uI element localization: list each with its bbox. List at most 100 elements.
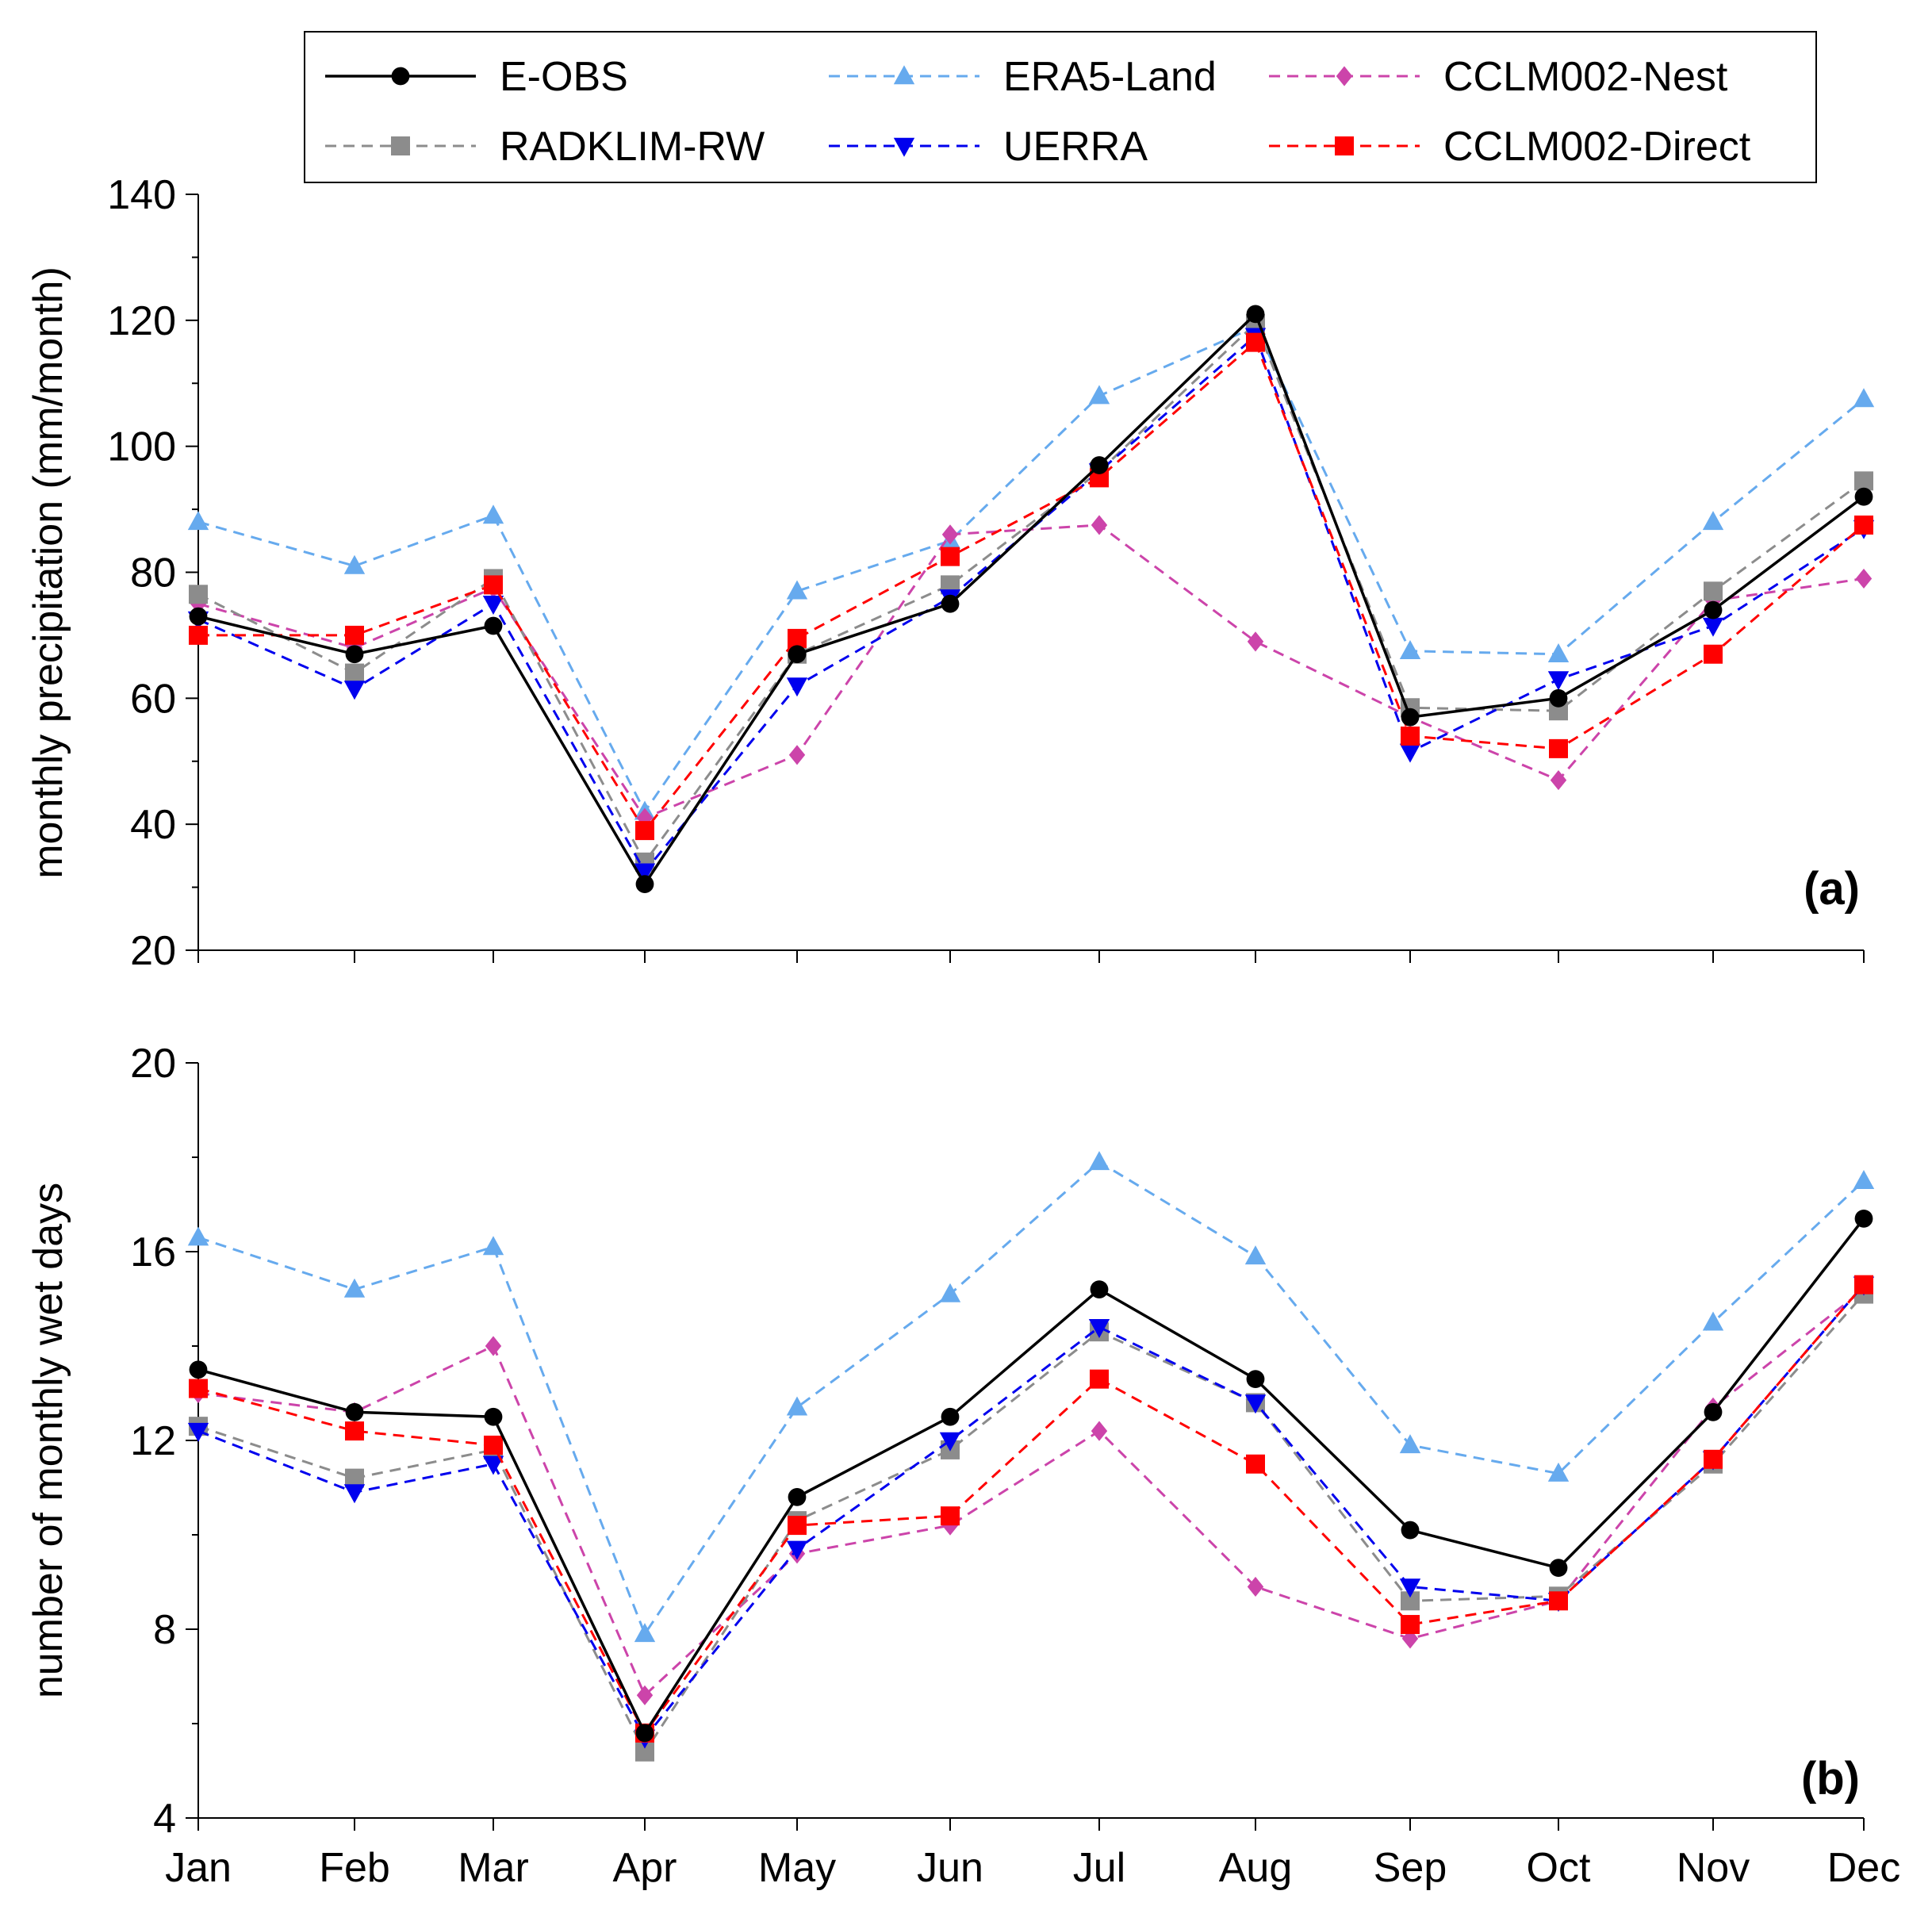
month-label-jun: Jun	[917, 1845, 983, 1891]
panel-a-point-cclm002-direct-may	[788, 628, 807, 648]
legend-marker-era5-land	[893, 65, 915, 85]
panel-b-tag: (b)	[1801, 1753, 1860, 1805]
panel-b-ytick-label: 4	[153, 1796, 176, 1842]
panel-a-point-era5-land-dec	[1853, 388, 1875, 408]
month-labels: Jan Feb Mar Apr May Jun Jul Aug Sep Oct Nov Dec	[165, 1845, 1900, 1891]
panel-a-point-era5-land-jul	[1088, 385, 1110, 405]
panel-b-ytick-label: 12	[130, 1418, 176, 1464]
legend-marker-radklim-rw	[391, 136, 410, 155]
panel-a-point-uerra-feb	[343, 681, 366, 700]
legend-entry-cclm002-direct: CCLM002-Direct	[1269, 124, 1751, 170]
panel-b-point-cclm002-direct-jun	[941, 1506, 960, 1526]
panel-a-point-cclm002-direct-jun	[941, 547, 960, 566]
legend-entry-uerra: UERRA	[829, 124, 1148, 170]
panel-a-point-era5-land-oct	[1547, 642, 1570, 662]
panel-a-ylabel: monthly precipitation (mm/month)	[25, 267, 71, 879]
month-label-apr: Apr	[613, 1845, 677, 1891]
panel-a-point-era5-land-sep	[1399, 639, 1421, 659]
panel-b-point-cclm002-direct-aug	[1246, 1454, 1265, 1474]
panel-b-point-e-obs-feb	[345, 1402, 364, 1421]
panel-a-point-era5-land-may	[786, 580, 808, 600]
panel-a-point-uerra-sep	[1399, 743, 1421, 763]
panel-a-point-uerra-apr	[634, 863, 656, 883]
panel-a-ytick-label: 20	[130, 928, 176, 974]
panel-a-point-cclm002-direct-dec	[1854, 515, 1873, 535]
panel-b-point-cclm002-direct-jul	[1090, 1369, 1109, 1389]
panel-a-point-radklim-rw-jan	[189, 585, 208, 604]
panel-a-point-cclm002-nest-aug	[1247, 631, 1264, 652]
panel-a-series-e-obs	[189, 305, 1873, 894]
panel-b-point-era5-land-jan	[187, 1226, 209, 1246]
month-label-oct: Oct	[1527, 1845, 1591, 1891]
panel-a-line-cclm002-direct	[198, 340, 1865, 833]
panel-a-point-cclm002-nest-jun	[941, 524, 959, 545]
panel-b-point-uerra-aug	[1244, 1394, 1267, 1414]
panel-a-line-cclm002-nest	[197, 524, 1865, 820]
panel-b-point-cclm002-direct-sep	[1401, 1615, 1420, 1635]
legend-marker-cclm002-nest	[1336, 66, 1353, 86]
panel-b-line-cclm002-nest	[197, 1288, 1865, 1697]
panel-a-point-e-obs-apr	[635, 875, 654, 894]
panel-b-ytick-label: 8	[153, 1607, 176, 1653]
legend-label-cclm002-direct: CCLM002-Direct	[1443, 124, 1751, 170]
month-label-mar: Mar	[458, 1845, 529, 1891]
panel-a-point-era5-land-nov	[1702, 511, 1724, 531]
panel-b-point-cclm002-nest-apr	[636, 1685, 654, 1705]
panel-b-point-uerra-jun	[939, 1432, 961, 1452]
panel-b-series-era5-land	[187, 1151, 1875, 1643]
panel-b-point-era5-land-aug	[1244, 1245, 1267, 1265]
panel-b-ytick-label: 16	[130, 1229, 176, 1275]
panel-b-point-e-obs-jul	[1090, 1280, 1109, 1298]
panel-b-point-cclm002-nest-jul	[1091, 1421, 1108, 1441]
panel-a-tag: (a)	[1804, 863, 1860, 915]
panel-a-point-e-obs-jul	[1090, 456, 1109, 474]
panel-a-point-era5-land-mar	[482, 504, 504, 524]
panel-a-y-ticks: 20 40 60 80 100 120 140	[107, 172, 198, 974]
panel-a-point-cclm002-direct-aug	[1246, 332, 1265, 352]
panel-b-series	[187, 1151, 1875, 1762]
month-label-jan: Jan	[165, 1845, 232, 1891]
panel-a-ytick-label: 60	[130, 676, 176, 722]
panel-b-point-cclm002-nest-aug	[1247, 1576, 1264, 1597]
panel-a-point-cclm002-direct-nov	[1704, 644, 1723, 664]
panel-b-point-e-obs-mar	[484, 1407, 503, 1426]
panel-a-point-era5-land-jan	[187, 511, 209, 531]
panel-b-point-e-obs-jun	[941, 1407, 960, 1426]
panel-b-line-radklim-rw	[197, 1293, 1865, 1755]
month-label-dec: Dec	[1827, 1845, 1900, 1891]
panel-b-point-uerra-may	[786, 1540, 808, 1560]
panel-b-x-ticks	[197, 1818, 1865, 1831]
panel-a-point-cclm002-direct-mar	[484, 575, 503, 595]
panel-b-point-uerra-jan	[187, 1422, 209, 1442]
panel-b-point-era5-land-apr	[634, 1623, 656, 1643]
panel-b-point-e-obs-dec	[1854, 1209, 1873, 1228]
panel-b-point-cclm002-direct-dec	[1854, 1275, 1873, 1294]
panel-b-point-e-obs-sep	[1401, 1521, 1420, 1540]
panel-a-point-e-obs-jan	[189, 607, 208, 626]
panel-b-point-uerra-feb	[343, 1484, 366, 1504]
panel-b-point-cclm002-direct-nov	[1704, 1449, 1723, 1469]
panel-a-point-cclm002-nest-dec	[1855, 568, 1873, 589]
panel-b-point-uerra-mar	[482, 1456, 504, 1475]
panel-a-series	[187, 305, 1875, 894]
panel-b-series-e-obs	[189, 1209, 1873, 1743]
panel-b-point-cclm002-direct-jan	[189, 1379, 208, 1398]
panel-a-point-e-obs-feb	[345, 645, 364, 664]
panel-a-point-e-obs-mar	[484, 616, 503, 635]
legend-marker-cclm002-direct	[1335, 136, 1354, 155]
panel-b-line-cclm002-direct	[197, 1283, 1865, 1735]
legend-box	[304, 31, 1817, 183]
month-label-feb: Feb	[319, 1845, 390, 1891]
panel-a-point-cclm002-nest-oct	[1550, 769, 1567, 791]
legend-label-uerra: UERRA	[1003, 124, 1148, 170]
panel-a-point-radklim-rw-dec	[1854, 471, 1873, 491]
month-label-may: May	[758, 1845, 836, 1891]
panel-b-point-cclm002-direct-oct	[1549, 1591, 1568, 1611]
panel-b-point-e-obs-oct	[1549, 1559, 1568, 1578]
panel-a-point-e-obs-dec	[1854, 487, 1873, 506]
panel-a-point-cclm002-nest-may	[788, 745, 806, 765]
legend-label-e-obs: E-OBS	[500, 54, 628, 100]
panel-a-ytick-label: 120	[107, 298, 176, 344]
panel-b-ytick-label: 20	[130, 1041, 176, 1087]
